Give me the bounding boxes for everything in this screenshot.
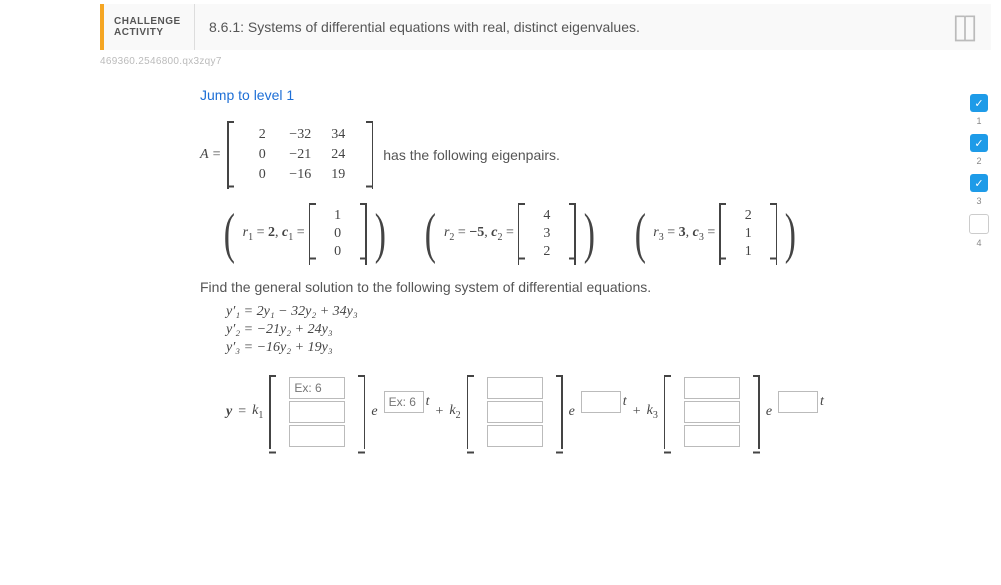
vec3-cell1[interactable] [684,377,740,399]
eigenpair-3: ( r3 = 3, c3 = 211 ) [631,203,800,265]
progress-steps: 1 2 3 4 [969,94,989,252]
matrix-body: 2−3234 0−2124 0−1619 [237,121,363,189]
eigenpairs-row: ( r1 = 2, c1 = 100 ) ( r2 = −5, c2 = 432… [220,203,900,265]
bracket-left [227,121,237,189]
vec3-cell2[interactable] [684,401,740,423]
matrix-lhs: A = [200,147,221,163]
step-2-check[interactable] [970,134,988,152]
bracket-right [363,121,373,189]
activity-header: CHALLENGE ACTIVITY 8.6.1: Systems of dif… [100,4,991,50]
vec1-cell1[interactable] [289,377,345,399]
jump-link[interactable]: Jump to level 1 [200,87,1001,103]
activity-title: 8.6.1: Systems of differential equations… [195,4,640,50]
vec2-cell2[interactable] [487,401,543,423]
matrix-definition: A = 2−3234 0−2124 0−1619 has the followi… [200,121,900,189]
page: { "header": { "label1": "CHALLENGE", "la… [0,4,1001,585]
bookmark-icon[interactable] [951,14,979,44]
tracking-id: 469360.2546800.qx3zqy7 [100,56,1001,67]
exp1-input[interactable] [384,391,424,413]
header-label-2: ACTIVITY [114,27,194,38]
step-3-check[interactable] [970,174,988,192]
answer-row: y = k1 e t + k2 e t + k3 e [226,375,900,449]
vec2-cell3[interactable] [487,425,543,447]
eigenpair-1: ( r1 = 2, c1 = 100 ) [220,203,389,265]
eigenpair-2: ( r2 = −5, c2 = 432 ) [421,203,598,265]
header-label-1: CHALLENGE [114,16,194,27]
exp3-input[interactable] [778,391,818,413]
content-area: A = 2−3234 0−2124 0−1619 has the followi… [200,121,900,449]
vector-input-2 [483,375,547,449]
vec2-cell1[interactable] [487,377,543,399]
vec1-cell2[interactable] [289,401,345,423]
step-4-box[interactable] [969,214,989,234]
ode-1: y′₁ = 2y₁ − 32y₂ + 34y₃ [226,303,900,321]
ode-2: y′₂ = −21y₂ + 24y₃ [226,321,900,339]
vec3-cell3[interactable] [684,425,740,447]
ode-3: y′₃ = −16y₂ + 19y₃ [226,339,900,357]
vector-input-1 [285,375,349,449]
instruction-text: Find the general solution to the followi… [200,279,900,295]
matrix-trailing: has the following eigenpairs. [383,147,560,163]
step-1-check[interactable] [970,94,988,112]
exp2-input[interactable] [581,391,621,413]
vector-input-3 [680,375,744,449]
header-label-box: CHALLENGE ACTIVITY [104,4,195,50]
vec1-cell3[interactable] [289,425,345,447]
